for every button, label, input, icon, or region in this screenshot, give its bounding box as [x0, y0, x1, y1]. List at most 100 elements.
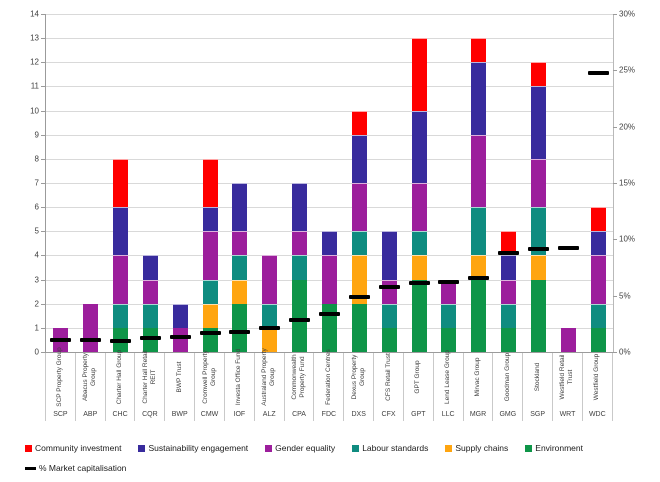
gridline: [46, 38, 613, 40]
segment-environment: [501, 327, 517, 352]
market-cap-marker-BWP: [169, 335, 191, 340]
segment-community-investment: [411, 38, 427, 111]
left-axis-tick: [41, 110, 45, 112]
category-ticker: DXS: [351, 411, 366, 418]
segment-gender-equality: [322, 255, 337, 304]
right-axis-tick: [613, 352, 617, 353]
category-ticker: GMG: [499, 411, 517, 418]
right-axis-tick: [613, 126, 617, 128]
category-cell-GPT: GPT Group GPT: [404, 353, 434, 421]
category-name: Charter Hall Retail REIT: [141, 350, 157, 404]
segment-environment: [351, 303, 367, 352]
segment-gender-equality: [411, 183, 427, 232]
left-axis-tick-label: 7: [34, 178, 39, 188]
legend-item-community-investment: Community investment: [25, 443, 121, 453]
right-axis-tick-label: 30%: [619, 9, 636, 19]
category-ticker: BWP: [171, 411, 188, 418]
market-cap-marker-GMG: [498, 250, 520, 255]
category-name: Australand Property Group: [260, 348, 277, 406]
segment-gender-equality: [232, 231, 248, 256]
segment-labour-standards: [351, 231, 367, 256]
gridline: [46, 207, 613, 209]
square-swatch-icon: [265, 444, 273, 452]
category-cell-IOF: Investa Office Fund IOF: [225, 349, 255, 421]
category-cell-SCP: SCP Property Group SCP: [46, 347, 76, 421]
segment-environment: [292, 279, 308, 352]
segment-gender-equality: [441, 279, 457, 304]
segment-community-investment: [351, 110, 367, 135]
category-name: Charter Hall Group: [115, 349, 123, 405]
left-axis-tick-label: 9: [34, 130, 39, 140]
category-ticker: FDC: [321, 411, 337, 418]
legend-label: % Market capitalisation: [39, 463, 127, 473]
segment-sustainability-engagement: [322, 231, 337, 256]
legend-item-supply-chains: Supply chains: [445, 443, 508, 453]
market-cap-marker-DXS: [348, 294, 370, 299]
segment-labour-standards: [232, 255, 248, 280]
square-swatch-icon: [445, 444, 453, 452]
segment-environment: [381, 327, 397, 352]
market-cap-marker-MGR: [468, 275, 490, 280]
left-axis-tick-label: 4: [34, 250, 39, 260]
category-ticker: SCP: [53, 411, 68, 418]
segment-community-investment: [590, 207, 606, 232]
left-axis-tick: [41, 231, 45, 233]
category-name: Commonwealth Property Fund: [290, 354, 307, 400]
market-cap-marker-CMW: [199, 330, 221, 335]
bar-LLC: [441, 14, 457, 352]
segment-gender-equality: [351, 183, 367, 232]
segment-gender-equality: [501, 279, 517, 304]
gridline: [46, 183, 613, 184]
bar-CPA: [292, 14, 308, 352]
segment-supply-chains: [530, 255, 546, 280]
right-axis-tick: [613, 295, 617, 297]
market-cap-marker-LLC: [438, 280, 460, 285]
category-ticker: ALZ: [262, 411, 276, 418]
category-name: Mirvac Group: [473, 357, 481, 397]
segment-sustainability-engagement: [113, 207, 129, 256]
segment-community-investment: [202, 158, 218, 208]
segment-environment: [322, 303, 337, 352]
right-axis-tick: [613, 14, 617, 15]
bar-CQR: [142, 14, 158, 352]
category-cell-CHC: Charter Hall Group CHC: [106, 350, 136, 421]
segment-sustainability-engagement: [172, 303, 188, 328]
segment-community-investment: [113, 158, 129, 208]
left-axis-tick: [41, 62, 45, 64]
gridline: [46, 134, 613, 136]
segment-sustainability-engagement: [590, 231, 606, 256]
segment-gender-equality: [113, 255, 129, 304]
category-name: Stockland: [533, 362, 541, 392]
market-cap-marker-IOF: [229, 329, 251, 334]
category-name: Westfield Group: [593, 353, 601, 401]
market-cap-marker-FDC: [319, 311, 340, 316]
segment-labour-standards: [292, 255, 308, 280]
segment-labour-standards: [501, 303, 517, 328]
category-name: Westfield Retail Trust: [558, 354, 575, 400]
bar-BWP: [172, 14, 188, 352]
legend-item--market-capitalisation: % Market capitalisation: [25, 463, 126, 473]
category-cell-CFX: CFS Retail Trust CFX: [374, 353, 404, 421]
category-name: Investa Office Fund: [235, 348, 243, 406]
category-ticker: LLC: [441, 411, 455, 418]
left-axis-tick: [41, 158, 45, 160]
market-cap-marker-CQR: [139, 336, 161, 341]
right-axis-tick: [613, 239, 617, 241]
left-axis-tick-label: 2: [34, 299, 39, 309]
left-axis-tick: [41, 86, 45, 88]
left-axis-tick-label: 12: [30, 57, 39, 67]
legend-label: Sustainability engagement: [148, 443, 249, 453]
category-cell-ALZ: Australand Property Group ALZ: [255, 348, 285, 421]
bar-SCP: [53, 14, 69, 352]
legend-label: Labour standards: [362, 443, 429, 453]
category-cell-CPA: Commonwealth Property Fund CPA: [285, 353, 315, 421]
right-axis-tick-label: 15%: [619, 178, 636, 188]
category-ticker: GPT: [411, 411, 426, 418]
segment-supply-chains: [351, 255, 367, 304]
square-swatch-icon: [138, 444, 146, 452]
left-axis-tick-label: 8: [34, 154, 39, 164]
legend-label: Environment: [535, 443, 583, 453]
category-name: BWP Trust: [175, 361, 183, 393]
segment-gender-equality: [530, 158, 546, 208]
segment-gender-equality: [83, 303, 99, 352]
